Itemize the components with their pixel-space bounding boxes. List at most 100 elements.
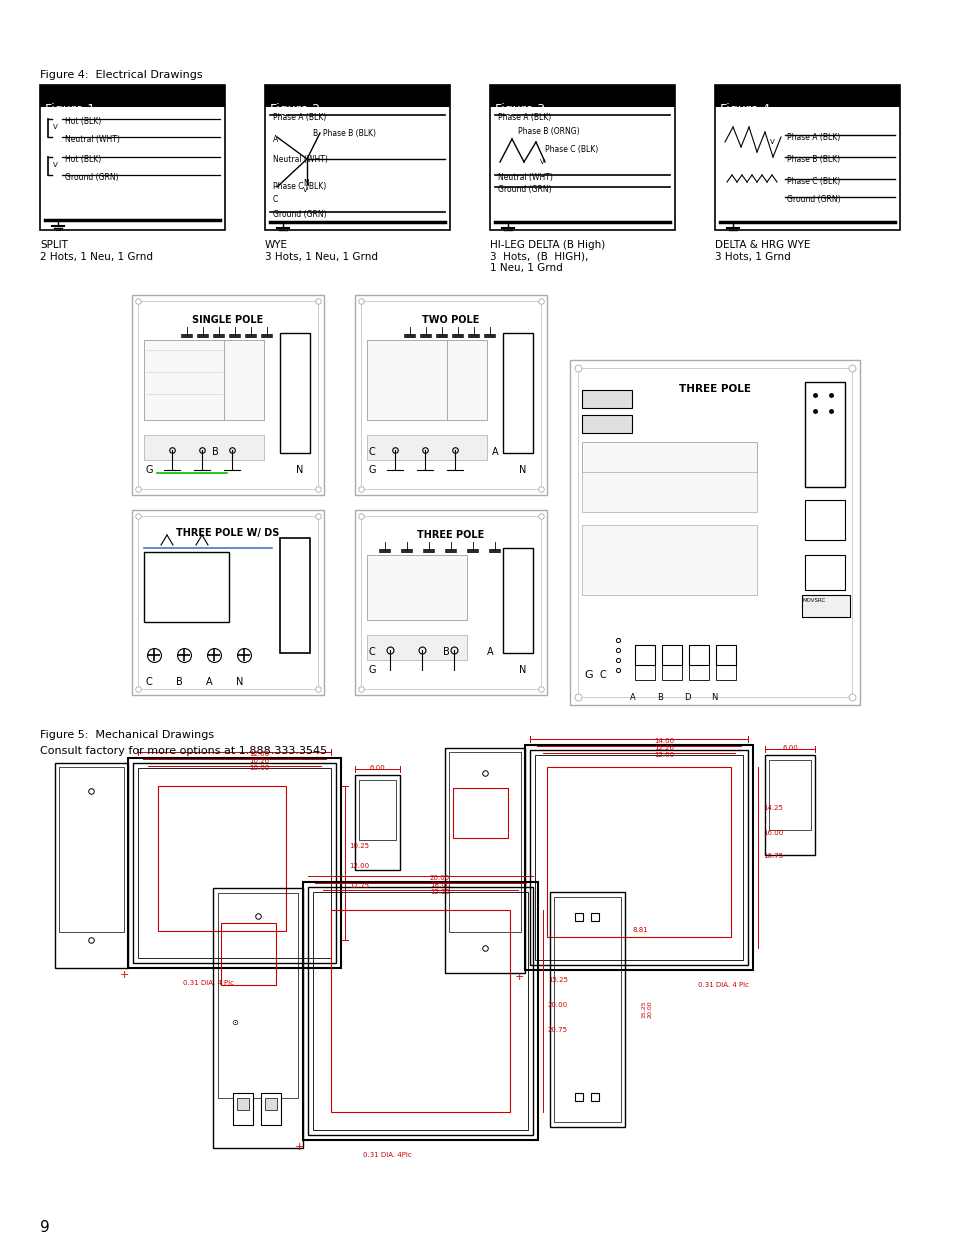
Text: 18.00: 18.00 — [430, 882, 450, 888]
Bar — [55, 763, 128, 968]
Text: Neutral (WHT): Neutral (WHT) — [65, 135, 120, 144]
Text: MOVSRC: MOVSRC — [802, 598, 825, 603]
Bar — [144, 340, 224, 420]
Text: 14.25: 14.25 — [762, 805, 782, 811]
Text: Neutral (WHT): Neutral (WHT) — [273, 156, 328, 164]
Bar — [716, 664, 735, 680]
Bar — [280, 538, 310, 653]
Text: Figure 3: Figure 3 — [495, 103, 544, 116]
Bar — [233, 1093, 253, 1125]
Bar — [714, 85, 899, 107]
Text: Figure 4: Figure 4 — [720, 103, 769, 116]
Bar — [360, 516, 540, 689]
Text: Hot (BLK): Hot (BLK) — [65, 156, 101, 164]
Bar — [367, 340, 447, 420]
Bar — [804, 500, 844, 540]
Bar — [367, 435, 486, 459]
Text: A: A — [273, 135, 278, 144]
Bar — [688, 664, 708, 680]
Bar — [128, 758, 340, 968]
Text: Figure 4:  Electrical Drawings: Figure 4: Electrical Drawings — [40, 70, 202, 80]
Text: 16.00: 16.00 — [762, 830, 782, 836]
Bar — [218, 893, 297, 1098]
Text: 20.00: 20.00 — [430, 876, 450, 881]
Text: Hot (BLK): Hot (BLK) — [65, 117, 101, 126]
Text: G: G — [369, 466, 376, 475]
Bar — [144, 340, 264, 420]
Bar — [308, 887, 533, 1135]
Bar — [801, 595, 849, 618]
Text: D: D — [683, 693, 690, 701]
Bar — [569, 359, 859, 705]
Text: A: A — [492, 447, 498, 457]
Text: SPLIT
2 Hots, 1 Neu, 1 Grnd: SPLIT 2 Hots, 1 Neu, 1 Grnd — [40, 240, 152, 262]
Text: 10.25: 10.25 — [349, 844, 369, 848]
Text: 15.25
20.00: 15.25 20.00 — [641, 1000, 652, 1018]
Text: Phase A (BLK): Phase A (BLK) — [786, 133, 840, 142]
Text: B: B — [442, 647, 449, 657]
Bar — [331, 910, 510, 1112]
Bar — [453, 788, 507, 839]
Text: V: V — [303, 186, 308, 193]
Text: 0.31 DIA. 4 Plc: 0.31 DIA. 4 Plc — [698, 982, 748, 988]
Text: C: C — [273, 195, 278, 204]
Text: C: C — [369, 447, 375, 457]
Text: 12.00: 12.00 — [249, 751, 269, 757]
Text: C: C — [369, 647, 375, 657]
Bar — [138, 768, 331, 958]
Text: G: G — [369, 664, 376, 676]
Bar — [265, 85, 450, 107]
Bar — [661, 645, 681, 664]
Text: N: N — [295, 466, 303, 475]
Text: Phase B (ORNG): Phase B (ORNG) — [517, 127, 579, 136]
Bar — [355, 776, 399, 869]
Bar — [303, 882, 537, 1140]
Text: A: A — [629, 693, 635, 701]
Text: 12.00: 12.00 — [653, 752, 674, 758]
Bar — [635, 645, 655, 664]
Text: 9: 9 — [40, 1220, 50, 1235]
Bar — [550, 892, 624, 1128]
Text: Phase B (BLK): Phase B (BLK) — [786, 156, 840, 164]
Text: B: B — [657, 693, 662, 701]
Bar — [265, 1098, 276, 1110]
Bar — [40, 85, 225, 107]
Text: V: V — [53, 124, 58, 130]
Bar — [804, 555, 844, 590]
Text: Phase A (BLK): Phase A (BLK) — [273, 112, 326, 122]
Text: Ground (GRN): Ground (GRN) — [786, 195, 840, 204]
Text: N: N — [303, 179, 309, 188]
Bar — [360, 301, 540, 489]
Text: Figure 5:  Mechanical Drawings: Figure 5: Mechanical Drawings — [40, 730, 213, 740]
Text: Phase C (BLK): Phase C (BLK) — [273, 182, 326, 191]
Bar — [581, 415, 631, 433]
Bar — [313, 892, 527, 1130]
Bar — [490, 85, 675, 107]
Text: V: V — [539, 159, 544, 165]
Text: 14.00: 14.00 — [653, 739, 674, 743]
Bar — [261, 1093, 281, 1125]
Bar — [138, 301, 317, 489]
Bar — [714, 85, 899, 230]
Text: TWO POLE: TWO POLE — [422, 315, 479, 325]
Bar — [804, 382, 844, 487]
Text: +: + — [294, 1142, 304, 1152]
Bar — [144, 552, 229, 622]
Text: THREE POLE W/ DS: THREE POLE W/ DS — [176, 529, 279, 538]
Text: Ground (GRN): Ground (GRN) — [497, 185, 551, 194]
Text: V: V — [53, 162, 58, 168]
Bar — [144, 435, 264, 459]
Bar — [59, 767, 124, 932]
Bar — [546, 767, 730, 937]
Bar — [221, 923, 275, 986]
Bar — [40, 85, 225, 230]
Text: B: B — [212, 447, 218, 457]
Text: B: B — [175, 677, 183, 687]
Bar — [367, 635, 467, 659]
Bar — [265, 85, 450, 230]
Text: 12.00: 12.00 — [349, 863, 369, 869]
Bar — [768, 760, 810, 830]
Bar — [355, 295, 546, 495]
Text: N: N — [710, 693, 717, 701]
Text: N: N — [518, 466, 526, 475]
